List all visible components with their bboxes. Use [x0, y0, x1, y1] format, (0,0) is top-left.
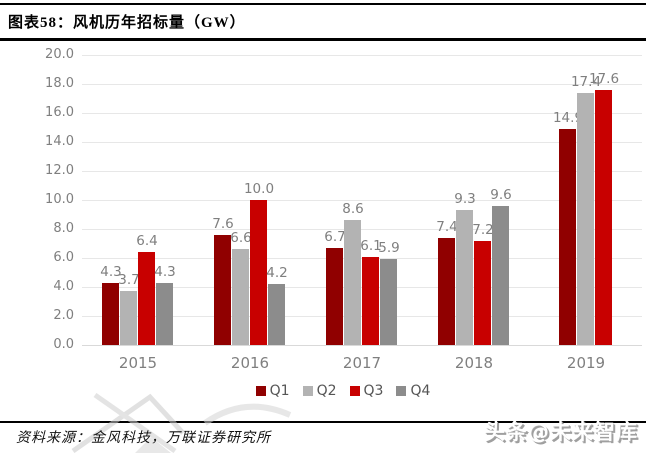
y-axis-tick: 10.0 [45, 192, 74, 207]
x-axis-label: 2016 [230, 354, 270, 372]
bar-q3-2017 [362, 256, 379, 345]
y-axis-tick: 20.0 [45, 47, 74, 62]
legend-label: Q2 [316, 383, 337, 399]
bar-q1-2015 [102, 282, 119, 345]
value-label: 3.7 [118, 272, 140, 289]
gridline [82, 229, 642, 230]
value-label: 4.2 [266, 265, 288, 282]
legend-label: Q4 [410, 383, 431, 399]
value-label: 14.9 [552, 109, 584, 126]
bar-q3-2018 [474, 240, 491, 345]
gridline [82, 171, 642, 172]
figure-header: 图表58：风机历年招标量（GW） [0, 3, 646, 41]
chart-legend: Q1 Q2 Q3 Q4 [0, 383, 646, 399]
y-axis-tick: 12.0 [45, 163, 74, 178]
bar-q3-2015 [138, 252, 155, 345]
gridline [82, 55, 642, 56]
legend-swatch [349, 386, 360, 396]
bar-q1-2016 [214, 234, 231, 345]
bar-q3-2016 [250, 200, 267, 345]
y-axis-tick: 8.0 [53, 221, 74, 236]
y-axis-tick: 14.0 [45, 134, 74, 149]
bar-q1-2018 [438, 237, 455, 345]
figure-title: 图表58：风机历年招标量（GW） [8, 15, 246, 31]
bar-q1-2019 [559, 128, 576, 345]
bar-q4-2016 [268, 284, 285, 345]
value-label: 6.4 [136, 233, 158, 250]
bar-q2-2016 [232, 249, 249, 345]
bar-q4-2017 [380, 259, 397, 345]
gridline [82, 345, 642, 346]
bar-q2-2018 [456, 210, 473, 345]
value-label: 10.0 [243, 181, 275, 197]
y-axis-tick: 2.0 [53, 308, 74, 323]
legend-label: Q3 [363, 383, 384, 399]
y-axis-tick: 4.0 [53, 279, 74, 294]
gridline [82, 113, 642, 114]
legend-swatch [396, 386, 407, 396]
gridline [82, 142, 642, 143]
bar-q1-2017 [326, 247, 343, 345]
bar-q2-2019 [577, 92, 594, 345]
gridline [82, 84, 642, 85]
legend-swatch [302, 386, 313, 396]
x-axis-label: 2019 [566, 354, 606, 372]
legend-label: Q1 [269, 383, 290, 399]
source-note: 资料来源：金风科技，万联证券研究所 [16, 431, 271, 446]
value-label: 17.4 [570, 73, 602, 90]
footer-divider [0, 421, 646, 423]
bar-q4-2015 [156, 282, 173, 345]
bar-chart: 0.0 2.0 4.0 6.0 8.0 10.0 12.0 14.0 16.0 18.0 20.0 4… [0, 40, 646, 405]
watermark-pattern [71, 393, 292, 453]
watermark-toutiao: 头条@未来智库 [484, 420, 638, 444]
value-label: 6.6 [230, 230, 252, 247]
bar-q4-2018 [492, 205, 509, 345]
value-label: 9.6 [490, 186, 512, 203]
bar-q3-2019 [595, 89, 612, 345]
legend-item-q2: Q2 [302, 383, 337, 399]
value-label: 4.3 [100, 263, 122, 280]
value-label: 7.2 [472, 221, 494, 238]
y-axis-tick: 6.0 [53, 250, 74, 265]
value-label: 17.6 [588, 70, 620, 87]
value-label: 8.6 [342, 201, 364, 218]
legend-item-q1: Q1 [255, 383, 290, 399]
legend-item-q4: Q4 [396, 383, 430, 399]
x-axis-label: 2018 [454, 354, 494, 372]
bar-q2-2017 [344, 220, 361, 345]
value-label: 9.3 [454, 191, 476, 208]
x-axis-label: 2015 [118, 354, 158, 372]
y-axis-tick: 18.0 [45, 76, 74, 91]
legend-swatch [255, 386, 266, 396]
y-axis-tick: 16.0 [45, 105, 74, 120]
value-label: 6.1 [360, 237, 382, 254]
value-label: 7.4 [436, 218, 458, 235]
value-label: 5.9 [378, 240, 400, 257]
bar-q2-2015 [120, 291, 137, 345]
value-label: 4.3 [154, 263, 176, 280]
value-label: 6.7 [324, 228, 346, 245]
y-axis-tick: 0.0 [53, 337, 74, 352]
gridline [82, 200, 642, 201]
x-axis-label: 2017 [342, 354, 382, 372]
value-label: 7.6 [212, 215, 234, 232]
legend-item-q3: Q3 [349, 383, 384, 399]
